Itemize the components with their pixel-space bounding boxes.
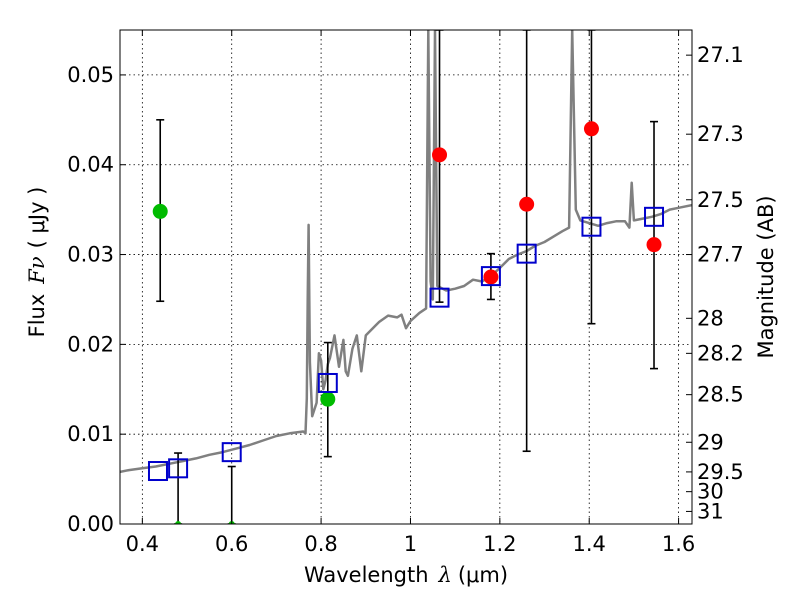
model-point-square: [516, 243, 537, 264]
y2-tick-label: 28: [697, 306, 724, 330]
y2-tick-label: 29.5: [697, 460, 744, 484]
model-point-square: [581, 216, 602, 237]
axis-ticks: 0.4 0.6 0.8 1 1.2 1.4 1.6 0.00 0.01 0.02 0.03 0.04 0…: [67, 30, 744, 556]
x-tick-label: 1.6: [662, 532, 695, 556]
model-point-square: [480, 266, 501, 287]
plot-area: [120, 30, 692, 524]
model-point-square: [644, 206, 665, 227]
y-tick-label: 0.00: [67, 512, 114, 536]
y2-tick-label: 27.1: [697, 43, 744, 67]
y-tick-label: 0.04: [67, 153, 114, 177]
y2-tick-label: 28.2: [697, 341, 744, 365]
y2-tick-label: 28.5: [697, 383, 744, 407]
model-point-square: [317, 372, 338, 393]
data-point-circle: [519, 196, 535, 212]
model-point-square: [168, 458, 189, 479]
x-tick-label: 0.6: [215, 532, 248, 556]
data-markers: [147, 121, 665, 524]
y2-axis-label: Magnitude (AB): [754, 195, 778, 358]
model-point-square: [147, 461, 168, 482]
plot-frame: [119, 29, 693, 525]
x-axis-label: Wavelength λ (μm): [304, 563, 508, 587]
data-point-circle: [152, 203, 168, 219]
data-point-circle: [175, 521, 182, 524]
model-point-square: [429, 287, 450, 308]
data-point-circle: [432, 147, 448, 163]
x-tick-label: 1.4: [573, 532, 606, 556]
y-tick-label: 0.03: [67, 243, 114, 267]
data-point-circle: [646, 237, 662, 253]
y-tick-label: 0.05: [67, 63, 114, 87]
error-bars: [156, 30, 659, 524]
y2-tick-label: 27.3: [697, 122, 744, 146]
x-tick-label: 0.4: [126, 532, 159, 556]
data-point-circle: [583, 121, 599, 137]
x-tick-label: 1: [404, 532, 417, 556]
y-tick-label: 0.02: [67, 332, 114, 356]
y2-tick-label: 27.5: [697, 188, 744, 212]
y2-tick-label: 27.7: [697, 243, 744, 267]
data-point-circle: [320, 391, 336, 407]
data-point-circle: [483, 269, 499, 285]
y-tick-label: 0.01: [67, 422, 114, 446]
y-axis-label: FluxFν( μJy ): [25, 187, 49, 338]
y2-tick-label: 30: [697, 480, 724, 504]
model-point-square: [221, 442, 242, 463]
y2-tick-label: 29: [697, 430, 724, 454]
x-tick-label: 0.8: [304, 532, 337, 556]
x-tick-label: 1.2: [483, 532, 516, 556]
y2-tick-label: 31: [697, 499, 724, 523]
